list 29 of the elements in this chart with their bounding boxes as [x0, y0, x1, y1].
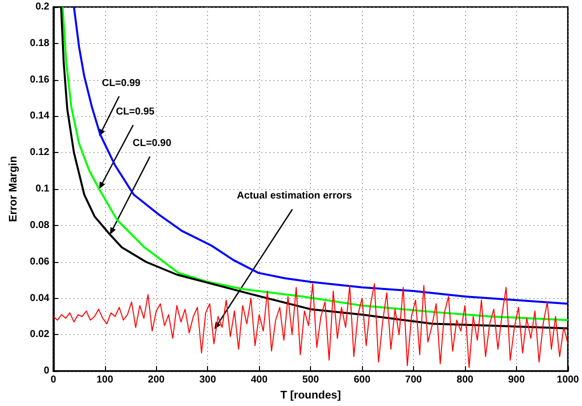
annotation: Actual estimation errors [236, 190, 352, 202]
annotation: CL=0.95 [116, 106, 155, 118]
annotation: CL=0.90 [132, 138, 172, 150]
y-tick-label: 0.2 [35, 2, 50, 12]
y-tick-label: 0 [44, 366, 50, 377]
y-tick-label: 0.08 [30, 220, 50, 231]
y-tick-label: 0.02 [30, 329, 50, 340]
y-tick-label: 0.16 [30, 74, 50, 86]
x-tick-label: 400 [250, 374, 268, 386]
x-tick-label: 600 [354, 374, 371, 386]
y-tick-label: 0.18 [30, 38, 50, 49]
x-tick-label: 800 [456, 374, 474, 386]
y-tick-label: 0.12 [30, 147, 50, 158]
x-tick-label: 500 [302, 374, 320, 386]
annotation: CL=0.99 [102, 78, 141, 89]
x-tick-label: 1000 [556, 374, 580, 386]
line-series [52, 283, 568, 368]
x-tick-label: 900 [508, 374, 526, 386]
y-tick-label: 0.04 [30, 292, 50, 304]
y-tick-label: 0.06 [30, 256, 50, 268]
x-tick-label: 200 [148, 374, 166, 386]
x-tick-label: 0 [50, 374, 57, 386]
x-tick-label: 700 [405, 374, 422, 386]
x-tick-label: 100 [96, 374, 114, 386]
x-tick-label: 300 [199, 374, 216, 386]
y-axis-title: Error Margin [8, 156, 20, 222]
x-axis-title: T [roundes] [280, 390, 342, 402]
y-tick-label: 0.14 [30, 110, 50, 122]
y-tick-label: 0.1 [35, 184, 50, 195]
